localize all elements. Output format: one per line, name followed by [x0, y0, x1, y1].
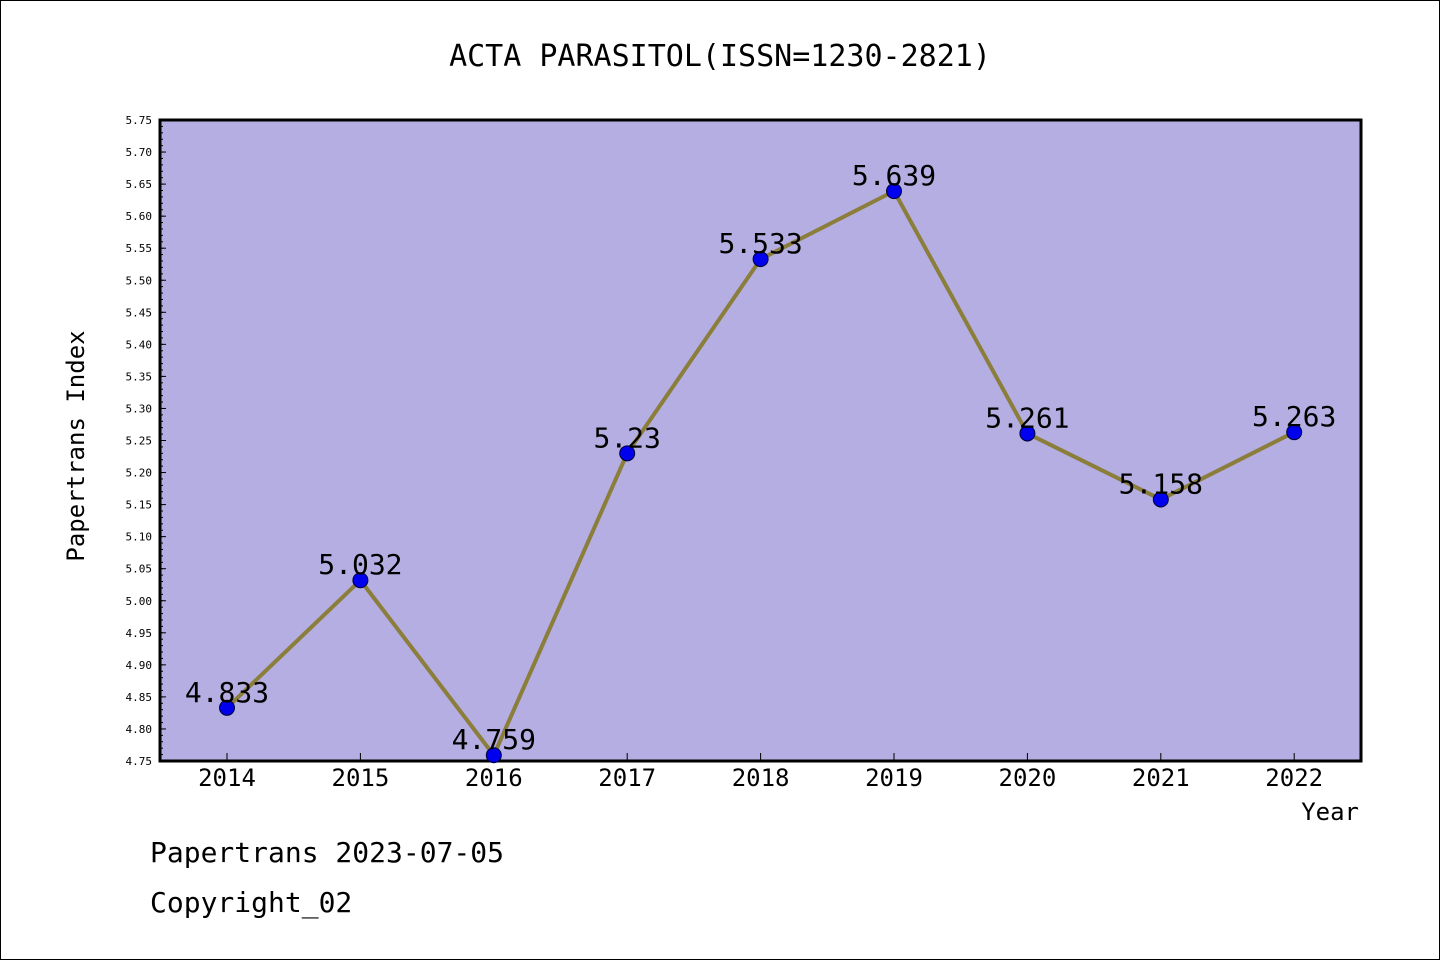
data-label: 5.158: [1119, 467, 1203, 500]
y-axis-label: Papertrans Index: [62, 330, 90, 561]
y-axis-ticks: 4.75 4.80 4.85 4.90 4.95 5.00 5.05 5.10 5.15 5.20…: [126, 114, 166, 768]
data-label: 5.261: [985, 401, 1069, 434]
x-tick-label: 2016: [465, 764, 523, 792]
y-tick-label: 4.75: [126, 755, 153, 768]
x-tick-label: 2022: [1265, 764, 1323, 792]
y-tick-label: 4.85: [126, 691, 153, 704]
x-tick-label: 2017: [598, 764, 656, 792]
data-point: [752, 251, 769, 268]
data-point: [886, 183, 902, 200]
x-tick-label: 2020: [999, 764, 1057, 792]
footer-copyright: Copyright_02: [150, 886, 353, 919]
data-label: 4.759: [452, 723, 536, 756]
data-label: 5.263: [1252, 400, 1336, 433]
data-label: 5.23: [593, 421, 660, 454]
y-tick-label: 5.40: [126, 338, 153, 351]
y-tick-label: 5.20: [126, 467, 153, 480]
y-tick-label: 5.35: [126, 370, 153, 383]
footer-date: Papertrans 2023-07-05: [150, 836, 505, 869]
plot-area: [158, 118, 1363, 763]
y-tick-label: 5.70: [126, 146, 153, 159]
x-axis-label: Year: [1301, 798, 1359, 826]
x-tick-label: 2018: [732, 764, 790, 792]
y-tick-label: 5.60: [126, 210, 153, 223]
y-tick-label: 5.65: [126, 178, 153, 191]
data-label: 5.032: [318, 548, 402, 581]
y-tick-label: 5.00: [126, 595, 153, 608]
y-tick-label: 5.05: [126, 563, 153, 576]
y-tick-label: 4.95: [126, 627, 153, 640]
data-point: [1152, 491, 1169, 508]
y-tick-label: 5.55: [126, 242, 153, 255]
x-tick-label: 2019: [865, 764, 923, 792]
series-markers: [219, 183, 1303, 764]
chart-title: ACTA PARASITOL(ISSN=1230-2821): [449, 39, 991, 74]
y-tick-label: 5.75: [126, 114, 153, 127]
y-tick-label: 5.25: [126, 435, 153, 448]
data-point: [1286, 424, 1303, 441]
y-tick-label: 5.45: [126, 306, 153, 319]
x-tick-label: 2014: [198, 764, 256, 792]
y-tick-label: 4.90: [126, 659, 153, 672]
y-tick-label: 5.15: [126, 499, 153, 512]
data-point: [1019, 425, 1036, 442]
data-labels: 4.833 5.032 4.759 5.23 5.533 5.639 5.261 5.158 5…: [185, 159, 1336, 756]
data-point: [219, 699, 235, 716]
data-point: [619, 445, 636, 462]
data-point: [485, 747, 502, 764]
x-axis-ticks: 2014 2015 2016 2017 2018 2019 2020 2021 2022: [198, 753, 1323, 792]
x-tick-label: 2021: [1132, 764, 1190, 792]
y-tick-label: 5.50: [126, 274, 153, 287]
data-point: [352, 572, 369, 589]
y-tick-label: 5.30: [126, 402, 153, 415]
data-label: 5.639: [852, 159, 936, 192]
x-tick-label: 2015: [332, 764, 390, 792]
y-tick-label: 5.10: [126, 531, 153, 544]
data-label: 5.533: [718, 227, 802, 260]
y-tick-label: 4.80: [126, 723, 153, 736]
data-label: 4.833: [185, 676, 269, 709]
